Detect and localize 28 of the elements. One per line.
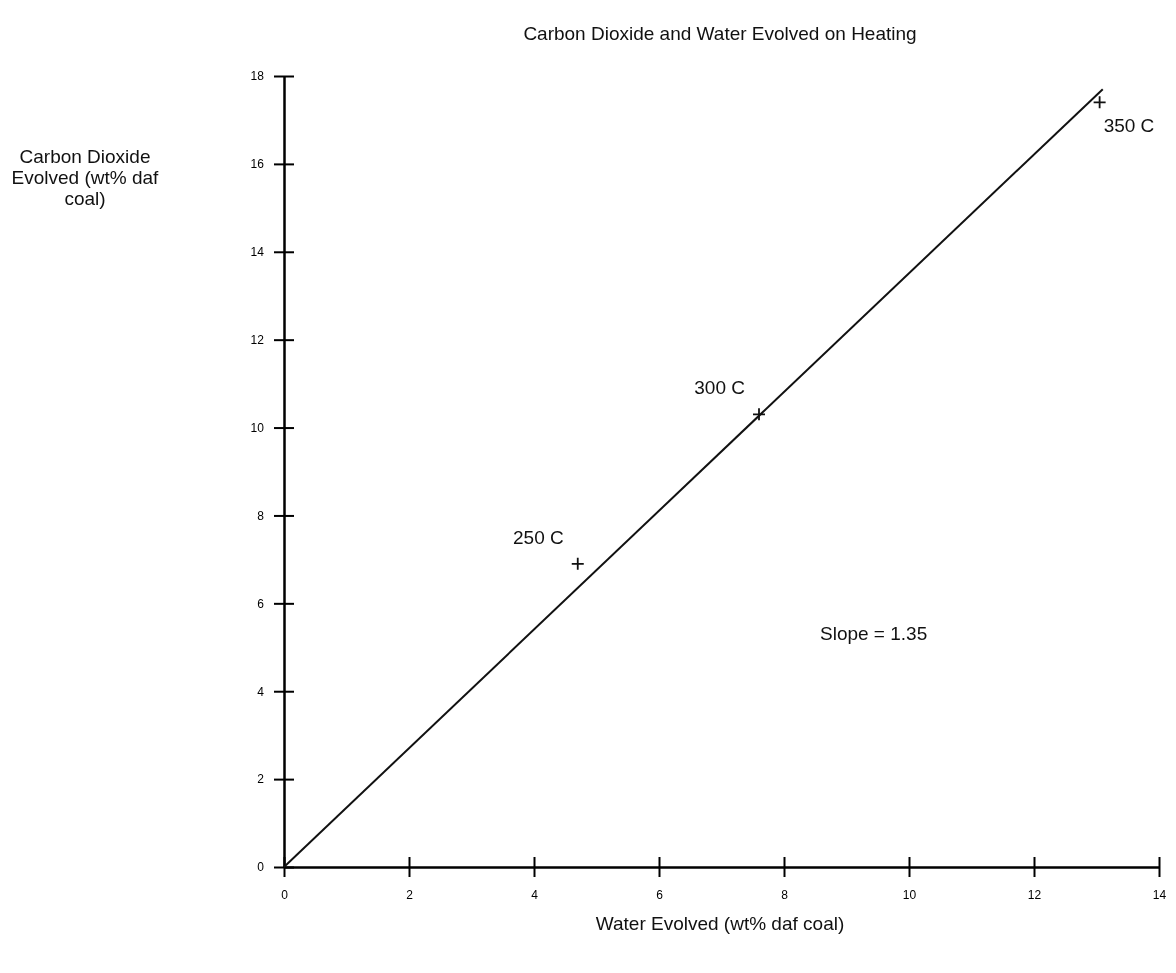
chart-title: Carbon Dioxide and Water Evolved on Heating xyxy=(523,23,917,44)
point xyxy=(752,407,766,422)
y-axis-title: Carbon Dioxide Evolved (wt% daf coal) xyxy=(10,146,160,209)
y-tick-label: 0 xyxy=(257,860,265,875)
x-tick-label: 0 xyxy=(281,888,289,903)
y-tick-label: 8 xyxy=(257,508,265,523)
annotation: 250 C xyxy=(513,526,564,548)
annotation: Slope = 1.35 xyxy=(820,623,928,644)
y-tick-label: 10 xyxy=(250,420,265,435)
point xyxy=(570,556,585,571)
y-tick-label: 2 xyxy=(257,772,265,787)
point xyxy=(1092,95,1107,110)
x-axis-title: Water Evolved (wt% daf coal) xyxy=(595,913,845,934)
annotation: 350 C xyxy=(1103,115,1155,137)
y-tick-label: 6 xyxy=(257,596,265,611)
y-tick-label: 12 xyxy=(250,333,265,348)
x-tick-label: 8 xyxy=(781,888,789,903)
y-tick-label: 18 xyxy=(250,69,265,84)
y-tick-label: 16 xyxy=(250,157,265,172)
x-tick-label: 12 xyxy=(1027,888,1042,903)
x-tick-label: 2 xyxy=(406,888,414,903)
x-tick-label: 6 xyxy=(656,888,664,903)
y-tick-label: 14 xyxy=(250,245,265,260)
x-tick-label: 10 xyxy=(902,888,917,903)
x-tick-label: 14 xyxy=(1152,888,1167,903)
annotation: 300 C xyxy=(694,377,745,399)
x-tick-label: 4 xyxy=(531,888,539,903)
y-tick-label: 4 xyxy=(257,684,265,699)
